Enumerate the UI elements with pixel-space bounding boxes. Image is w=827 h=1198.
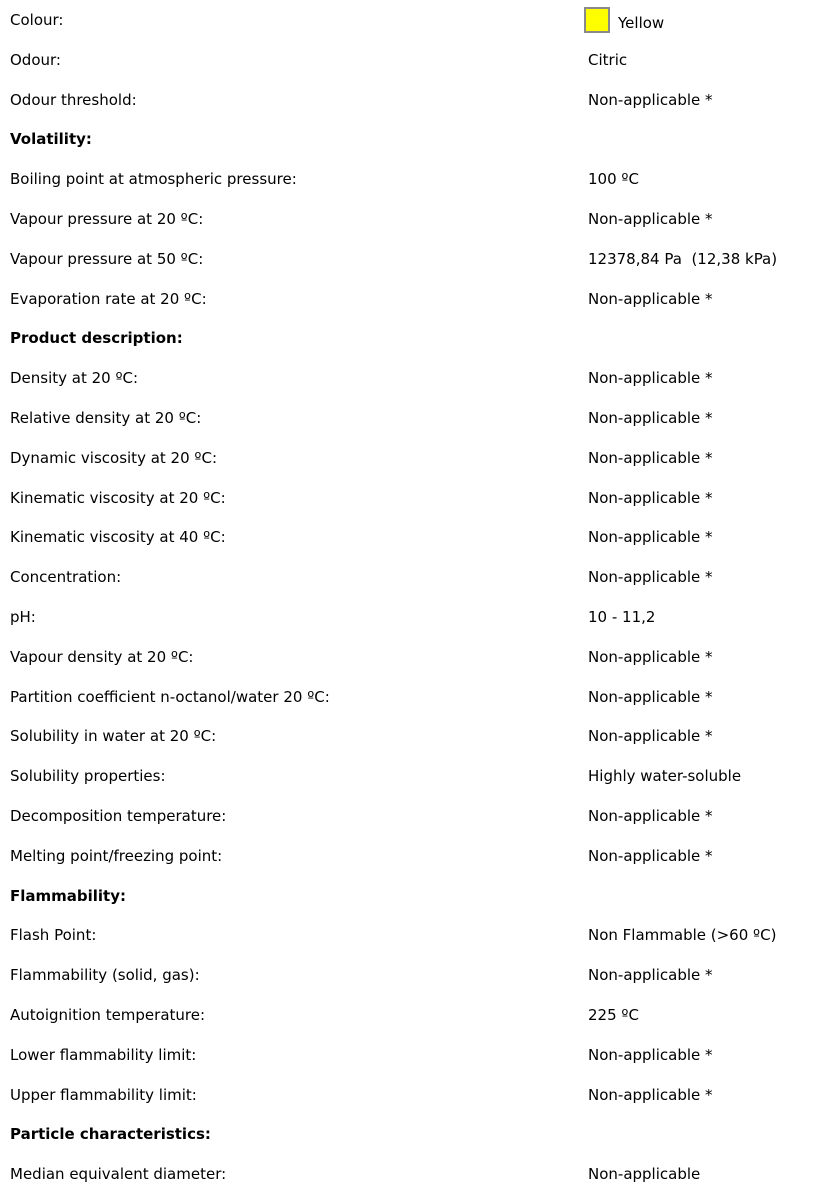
flammability-heading: Flammability: [10,886,127,905]
kinematic-viscosity-20-label: Kinematic viscosity at 20 ºC: [10,488,226,507]
flash-point-label: Flash Point: [10,926,97,945]
colour-value-group: Yellow [584,7,665,33]
concentration-value: Non-applicable * [588,568,713,587]
solubility-properties-label: Solubility properties: [10,767,166,786]
vapour-pressure-50-value: 12378,84 Pa (12,38 kPa) [588,249,778,268]
particle-characteristics-heading: Particle characteristics: [10,1125,211,1144]
lower-flammability-value: Non-applicable * [588,1045,713,1064]
melting-point-label: Melting point/freezing point: [10,846,223,865]
row-kinematic-viscosity-40: Kinematic viscosity at 40 ºC: Non-applic… [10,521,827,561]
lower-flammability-label: Lower flammability limit: [10,1045,197,1064]
odour-threshold-value: Non-applicable * [588,90,713,109]
row-decomposition-temperature: Decomposition temperature: Non-applicabl… [10,800,827,840]
colour-label: Colour: [10,11,64,29]
concentration-label: Concentration: [10,568,122,587]
row-dynamic-viscosity: Dynamic viscosity at 20 ºC: Non-applicab… [10,442,827,482]
colour-value: Yellow [618,13,665,32]
row-solubility-properties: Solubility properties: Highly water-solu… [10,760,827,800]
vapour-pressure-50-label: Vapour pressure at 50 ºC: [10,249,204,268]
solubility-properties-value: Highly water-soluble [588,767,742,786]
row-median-diameter: Median equivalent diameter: Non-applicab… [10,1158,827,1198]
solubility-water-value: Non-applicable * [588,727,713,746]
row-ph: pH: 10 - 11,2 [10,601,827,641]
row-partition-coefficient: Partition coefficient n-octanol/water 20… [10,681,827,721]
row-odour-threshold: Odour threshold: Non-applicable * [10,84,827,124]
row-density: Density at 20 ºC: Non-applicable * [10,362,827,402]
row-relative-density: Relative density at 20 ºC: Non-applicabl… [10,402,827,442]
row-solubility-water: Solubility in water at 20 ºC: Non-applic… [10,720,827,760]
odour-threshold-label: Odour threshold: [10,90,137,109]
median-diameter-value: Non-applicable [588,1165,701,1184]
odour-label: Odour: [10,50,61,69]
solubility-water-label: Solubility in water at 20 ºC: [10,727,217,746]
volatility-heading: Volatility: [10,130,92,149]
row-odour: Odour: Citric [10,44,827,84]
kinematic-viscosity-40-value: Non-applicable * [588,528,713,547]
dynamic-viscosity-value: Non-applicable * [588,448,713,467]
decomposition-temperature-label: Decomposition temperature: [10,806,227,825]
melting-point-value: Non-applicable * [588,846,713,865]
vapour-pressure-20-value: Non-applicable * [588,209,713,228]
section-heading-volatility: Volatility: [10,123,827,163]
flammability-solid-gas-value: Non-applicable * [588,966,713,985]
flash-point-value: Non Flammable (>60 ºC) [588,926,777,945]
decomposition-temperature-value: Non-applicable * [588,806,713,825]
vapour-density-value: Non-applicable * [588,647,713,666]
vapour-density-label: Vapour density at 20 ºC: [10,647,194,666]
evaporation-rate-label: Evaporation rate at 20 ºC: [10,289,207,308]
row-evaporation-rate: Evaporation rate at 20 ºC: Non-applicabl… [10,283,827,323]
row-concentration: Concentration: Non-applicable * [10,561,827,601]
colour-swatch [584,7,610,33]
autoignition-label: Autoignition temperature: [10,1005,206,1024]
upper-flammability-value: Non-applicable * [588,1085,713,1104]
row-colour: Colour: Yellow [10,4,827,44]
kinematic-viscosity-40-label: Kinematic viscosity at 40 ºC: [10,528,226,547]
density-label: Density at 20 ºC: [10,369,139,388]
kinematic-viscosity-20-value: Non-applicable * [588,488,713,507]
boiling-point-label: Boiling point at atmospheric pressure: [10,170,297,189]
row-vapour-pressure-50: Vapour pressure at 50 ºC: 12378,84 Pa (1… [10,243,827,283]
properties-sheet: Colour: Yellow Odour: Citric Odour thres… [10,4,827,1198]
boiling-point-value: 100 ºC [588,170,639,189]
upper-flammability-label: Upper flammability limit: [10,1085,197,1104]
autoignition-value: 225 ºC [588,1005,639,1024]
row-kinematic-viscosity-20: Kinematic viscosity at 20 ºC: Non-applic… [10,482,827,522]
relative-density-label: Relative density at 20 ºC: [10,408,202,427]
vapour-pressure-20-label: Vapour pressure at 20 ºC: [10,209,204,228]
section-heading-product-description: Product description: [10,322,827,362]
row-melting-point: Melting point/freezing point: Non-applic… [10,840,827,880]
section-heading-particle-characteristics: Particle characteristics: [10,1118,827,1158]
row-autoignition: Autoignition temperature: 225 ºC [10,999,827,1039]
row-vapour-density: Vapour density at 20 ºC: Non-applicable … [10,641,827,681]
flammability-solid-gas-label: Flammability (solid, gas): [10,966,200,985]
partition-coefficient-label: Partition coefficient n-octanol/water 20… [10,687,330,706]
row-flash-point: Flash Point: Non Flammable (>60 ºC) [10,919,827,959]
evaporation-rate-value: Non-applicable * [588,289,713,308]
density-value: Non-applicable * [588,369,713,388]
section-heading-flammability: Flammability: [10,880,827,920]
ph-label: pH: [10,607,36,626]
row-lower-flammability: Lower flammability limit: Non-applicable… [10,1039,827,1079]
product-description-heading: Product description: [10,329,183,348]
median-diameter-label: Median equivalent diameter: [10,1165,227,1184]
ph-value: 10 - 11,2 [588,607,656,626]
row-flammability-solid-gas: Flammability (solid, gas): Non-applicabl… [10,959,827,999]
row-vapour-pressure-20: Vapour pressure at 20 ºC: Non-applicable… [10,203,827,243]
relative-density-value: Non-applicable * [588,408,713,427]
partition-coefficient-value: Non-applicable * [588,687,713,706]
dynamic-viscosity-label: Dynamic viscosity at 20 ºC: [10,448,218,467]
row-upper-flammability: Upper flammability limit: Non-applicable… [10,1079,827,1119]
odour-value: Citric [588,50,628,69]
row-boiling-point: Boiling point at atmospheric pressure: 1… [10,163,827,203]
